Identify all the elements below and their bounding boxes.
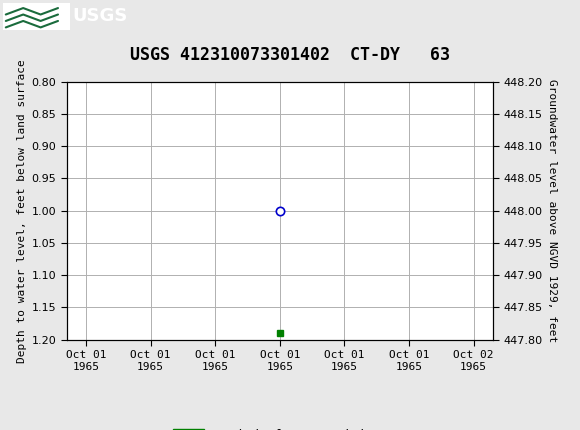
Text: USGS: USGS [72, 7, 128, 25]
Legend: Period of approved data: Period of approved data [168, 424, 392, 430]
Y-axis label: Groundwater level above NGVD 1929, feet: Groundwater level above NGVD 1929, feet [547, 79, 557, 342]
Text: USGS 412310073301402  CT-DY   63: USGS 412310073301402 CT-DY 63 [130, 46, 450, 64]
Bar [3, 3, 70, 30]
Y-axis label: Depth to water level, feet below land surface: Depth to water level, feet below land su… [17, 59, 27, 362]
